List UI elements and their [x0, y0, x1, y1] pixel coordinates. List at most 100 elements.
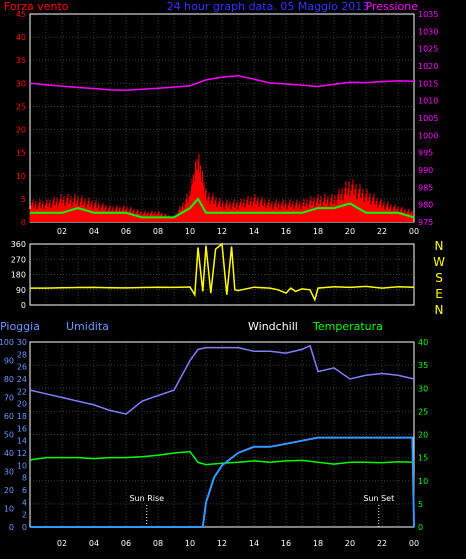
- temperature-tick-label: 40: [418, 338, 428, 347]
- rain-tick-label: 60: [4, 412, 14, 421]
- temperature-line: [29, 450, 415, 466]
- temperature-tick-label: 20: [418, 431, 428, 440]
- pressure-tick-label: 985: [418, 183, 433, 192]
- humidity-tick-label: 2: [22, 511, 27, 520]
- humidity-tick-label: 0: [22, 523, 27, 532]
- wind-x-tick-label: 08: [153, 227, 163, 236]
- humidity-line: [29, 344, 415, 415]
- compass-n-bottom: N: [435, 303, 444, 317]
- wind-x-tick-label: 10: [185, 227, 195, 236]
- wind-tick-label: 5: [21, 195, 26, 204]
- pressure-tick-label: 1020: [418, 62, 438, 71]
- temperature-tick-label: 15: [418, 454, 428, 463]
- temperature-tick-label: 10: [418, 477, 428, 486]
- chart-title: 24 hour graph data. 05 Maggio 2013: [167, 0, 370, 13]
- humidity-tick-label: 10: [17, 461, 27, 470]
- humidity-tick-label: 14: [17, 437, 27, 446]
- pressure-tick-label: 990: [418, 166, 433, 175]
- wind-x-tick-label: 18: [313, 227, 323, 236]
- rain-tick-label: 10: [4, 505, 14, 514]
- rain-x-tick-label: 08: [153, 539, 163, 548]
- wind-x-tick-label: 20: [345, 227, 355, 236]
- rain-x-tick-label: 14: [249, 539, 259, 548]
- temperature-tick-label: 30: [418, 384, 428, 393]
- wind-x-tick-label: 02: [57, 227, 67, 236]
- rain-tick-label: 40: [4, 449, 14, 458]
- rain-panel-frame: [29, 341, 415, 528]
- rain-x-tick-label: 04: [89, 539, 99, 548]
- humidity-tick-label: 8: [22, 474, 27, 483]
- humidity-tick-label: 28: [17, 350, 27, 359]
- pressure-tick-label: 1025: [418, 45, 438, 54]
- rain-tick-label: 20: [4, 486, 14, 495]
- compass-s: S: [435, 271, 443, 285]
- pressure-tick-label: 1010: [418, 97, 438, 106]
- pressure-tick-label: 975: [418, 218, 433, 227]
- wind-gust-line: [30, 197, 415, 219]
- compass-n-top: N: [435, 239, 444, 253]
- pressure-tick-label: 1005: [418, 114, 438, 123]
- wind-tick-label: 10: [16, 172, 26, 181]
- humidity-tick-label: 4: [22, 498, 27, 507]
- wind-tick-label: 45: [16, 10, 26, 19]
- pressure-tick-label: 980: [418, 201, 433, 210]
- rain-x-tick-label: 22: [377, 539, 387, 548]
- direction-tick-label: 360: [11, 240, 26, 249]
- windchill-label: Windchill: [248, 320, 298, 333]
- pressure-axis-label: Pressione: [366, 0, 419, 13]
- wind-x-tick-label: 14: [249, 227, 259, 236]
- rain-x-tick-label: 12: [217, 539, 227, 548]
- rain-tick-label: 80: [4, 375, 14, 384]
- compass-e: E: [435, 287, 443, 301]
- temperature-tick-label: 0: [418, 523, 423, 532]
- humidity-tick-label: 6: [22, 486, 27, 495]
- direction-tick-label: 180: [11, 271, 26, 280]
- sun-marker-label: Sun Rise: [129, 494, 164, 503]
- rain-axis-label: Pioggia: [0, 320, 40, 333]
- wind-tick-label: 35: [16, 56, 26, 65]
- wind-tick-label: 0: [21, 218, 26, 227]
- direction-tick-label: 0: [21, 301, 26, 310]
- wind-tick-label: 30: [16, 79, 26, 88]
- direction-tick-label: 270: [11, 255, 26, 264]
- humidity-tick-label: 20: [17, 400, 27, 409]
- temperature-tick-label: 35: [418, 361, 428, 370]
- rain-tick-label: 0: [9, 523, 14, 532]
- rain-x-tick-label: 18: [313, 539, 323, 548]
- wind-tick-label: 25: [16, 102, 26, 111]
- humidity-axis-label: Umidita: [66, 320, 109, 333]
- wind-x-tick-label: 04: [89, 227, 99, 236]
- rain-x-tick-label: 16: [281, 539, 291, 548]
- pressure-tick-label: 1030: [418, 27, 438, 36]
- wind-x-tick-label: 22: [377, 227, 387, 236]
- rain-tick-label: 50: [4, 431, 14, 440]
- temperature-tick-label: 25: [418, 407, 428, 416]
- pressure-line: [29, 74, 415, 92]
- humidity-tick-label: 22: [17, 387, 27, 396]
- pressure-tick-label: 1000: [418, 131, 438, 140]
- wind-x-tick-label: 06: [121, 227, 131, 236]
- humidity-tick-label: 16: [17, 424, 27, 433]
- humidity-tick-label: 30: [17, 338, 27, 347]
- temperature-axis-label: Temperatura: [312, 320, 383, 333]
- temperature-tick-label: 5: [418, 500, 423, 509]
- sun-marker-label: Sun Set: [363, 494, 394, 503]
- pressure-tick-label: 1015: [418, 79, 438, 88]
- rain-x-tick-label: 06: [121, 539, 131, 548]
- rain-tick-label: 100: [0, 338, 14, 347]
- pressure-tick-label: 1035: [418, 10, 438, 19]
- direction-tick-label: 90: [16, 286, 26, 295]
- rain-x-tick-label: 10: [185, 539, 195, 548]
- compass-w: W: [433, 255, 445, 269]
- humidity-tick-label: 18: [17, 412, 27, 421]
- humidity-tick-label: 24: [17, 375, 27, 384]
- wind-tick-label: 20: [16, 126, 26, 135]
- rain-line: [30, 436, 415, 528]
- rain-x-tick-label: 00: [409, 539, 419, 548]
- humidity-tick-label: 26: [17, 363, 27, 372]
- wind-direction-line: [30, 242, 415, 303]
- wind-tick-label: 15: [16, 149, 26, 158]
- rain-tick-label: 30: [4, 468, 14, 477]
